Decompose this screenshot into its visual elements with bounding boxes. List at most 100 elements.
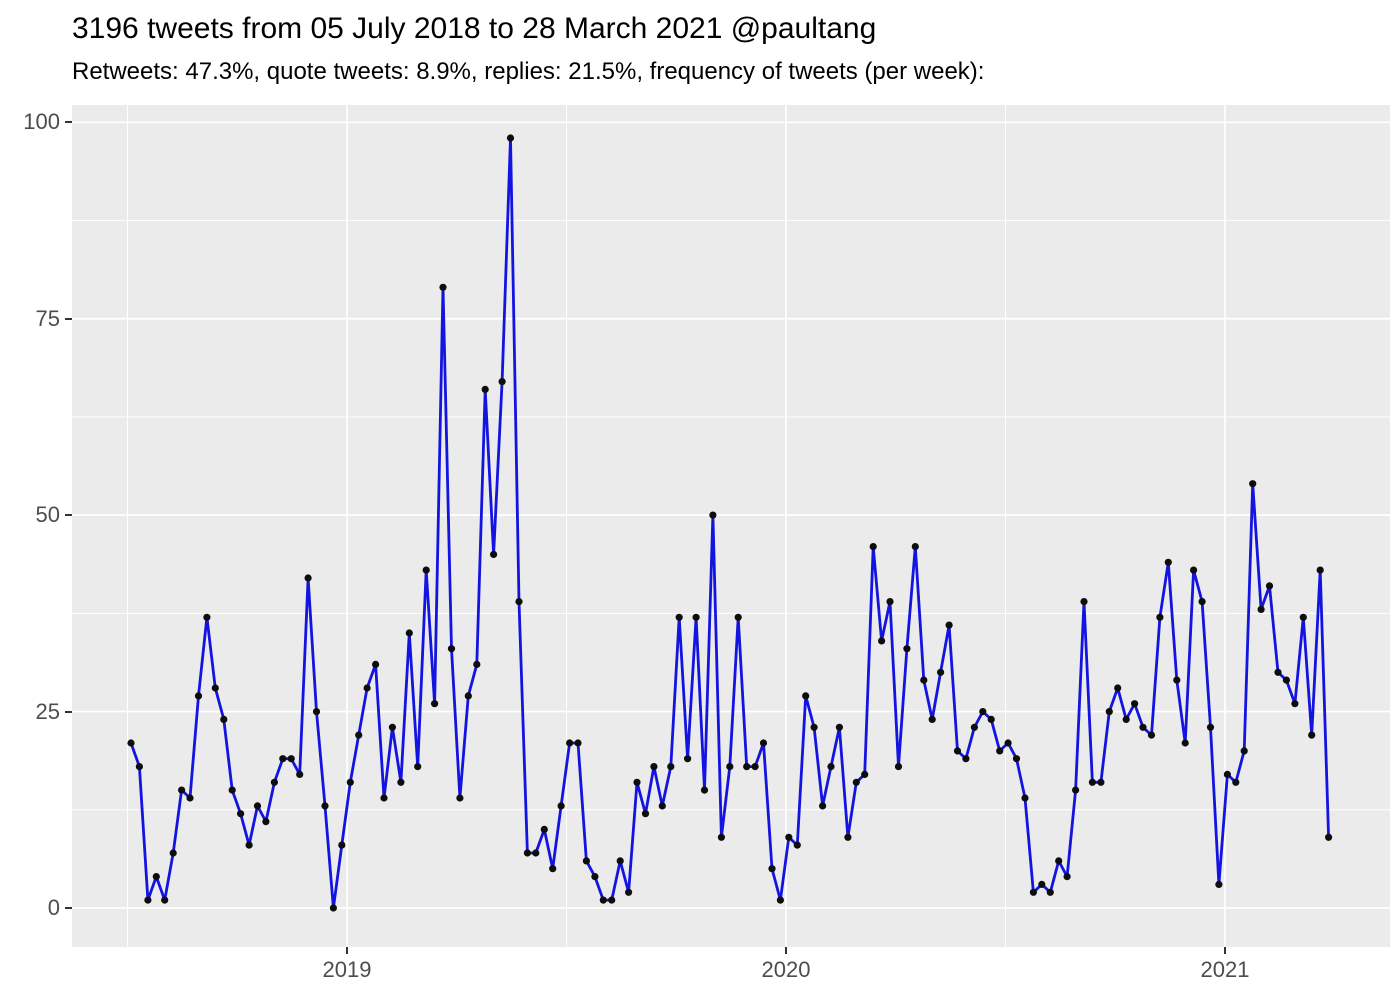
- data-point: [211, 684, 219, 692]
- data-point: [1072, 786, 1080, 794]
- data-point: [692, 613, 700, 621]
- data-point: [1325, 833, 1333, 841]
- data-point: [861, 770, 869, 779]
- data-point: [675, 613, 683, 621]
- data-point: [262, 818, 270, 826]
- y-tick-mark: [65, 907, 72, 909]
- data-point: [414, 763, 422, 771]
- data-point: [237, 810, 245, 818]
- data-point: [1063, 873, 1071, 881]
- data-point: [785, 833, 793, 841]
- x-tick-label: 2021: [1200, 957, 1250, 982]
- data-point: [464, 692, 472, 700]
- data-point: [1181, 739, 1189, 747]
- data-point: [135, 763, 143, 771]
- y-tick-mark: [65, 514, 72, 517]
- y-tick-label: 75: [35, 305, 60, 331]
- data-point: [1308, 731, 1316, 739]
- data-point: [490, 550, 498, 558]
- data-point: [1198, 598, 1206, 606]
- data-point: [987, 715, 995, 724]
- data-point: [962, 755, 970, 763]
- data-point: [304, 574, 312, 582]
- data-point: [827, 763, 835, 771]
- data-point: [1223, 770, 1231, 779]
- data-point: [684, 755, 692, 763]
- data-point: [1038, 880, 1046, 889]
- data-point: [852, 778, 860, 786]
- data-point: [768, 865, 776, 873]
- data-point: [743, 763, 751, 771]
- data-point: [903, 645, 911, 653]
- data-point: [945, 621, 953, 629]
- data-point: [1139, 723, 1147, 731]
- data-point: [532, 849, 540, 857]
- data-point: [1316, 566, 1324, 574]
- data-point: [1046, 888, 1054, 896]
- data-point: [152, 873, 160, 881]
- data-point: [473, 660, 481, 669]
- data-point: [270, 778, 278, 786]
- data-point: [363, 684, 371, 692]
- data-point: [1088, 778, 1096, 786]
- data-point: [937, 668, 945, 676]
- y-tick-mark: [65, 121, 72, 124]
- data-point: [161, 896, 169, 904]
- data-point: [144, 896, 152, 904]
- data-point: [1265, 582, 1274, 590]
- data-point: [127, 739, 135, 747]
- x-tick-mark: [1224, 947, 1226, 954]
- data-point: [1206, 723, 1215, 731]
- data-point: [996, 747, 1004, 755]
- data-point: [1105, 708, 1113, 716]
- data-point: [169, 849, 177, 857]
- data-point: [1215, 880, 1223, 889]
- data-point: [220, 715, 228, 724]
- x-tick-label: 2020: [761, 957, 811, 982]
- data-point: [312, 708, 321, 716]
- data-point: [835, 723, 844, 731]
- data-point: [372, 660, 380, 669]
- data-point: [549, 865, 557, 873]
- tweet-frequency-line: [129, 136, 1330, 910]
- data-point: [1173, 676, 1181, 684]
- data-point: [228, 786, 236, 794]
- data-point: [920, 676, 928, 684]
- data-point: [726, 763, 734, 771]
- data-point: [1156, 613, 1164, 621]
- y-tick-label: 25: [35, 698, 60, 724]
- y-tick-mark: [65, 710, 72, 713]
- data-point: [1232, 778, 1240, 786]
- data-point: [178, 786, 186, 794]
- data-point: [557, 802, 565, 810]
- data-point: [186, 794, 194, 802]
- data-point: [751, 763, 759, 771]
- time-series-plot: [72, 105, 1390, 947]
- data-point: [979, 708, 987, 716]
- chart-subtitle: Retweets: 47.3%, quote tweets: 8.9%, rep…: [72, 58, 985, 85]
- data-point: [431, 700, 439, 708]
- plot-panel: [72, 105, 1390, 947]
- data-point: [1122, 715, 1130, 724]
- data-point: [1147, 731, 1156, 739]
- y-tick-label: 50: [35, 502, 60, 528]
- data-point: [633, 778, 641, 786]
- data-point: [802, 692, 810, 700]
- data-point: [734, 613, 742, 621]
- data-point: [1097, 778, 1105, 786]
- data-point: [1080, 598, 1088, 606]
- chart-title: 3196 tweets from 05 July 2018 to 28 Marc…: [72, 12, 877, 45]
- data-point: [650, 763, 658, 771]
- data-point: [1299, 613, 1307, 621]
- data-point: [1249, 480, 1257, 488]
- data-point: [844, 833, 852, 841]
- data-point: [1012, 755, 1021, 763]
- data-point: [759, 739, 768, 747]
- data-point: [506, 134, 515, 142]
- data-point: [1282, 676, 1290, 684]
- data-point: [321, 802, 329, 810]
- data-point: [911, 543, 919, 551]
- data-point: [928, 715, 936, 724]
- data-point: [355, 731, 363, 739]
